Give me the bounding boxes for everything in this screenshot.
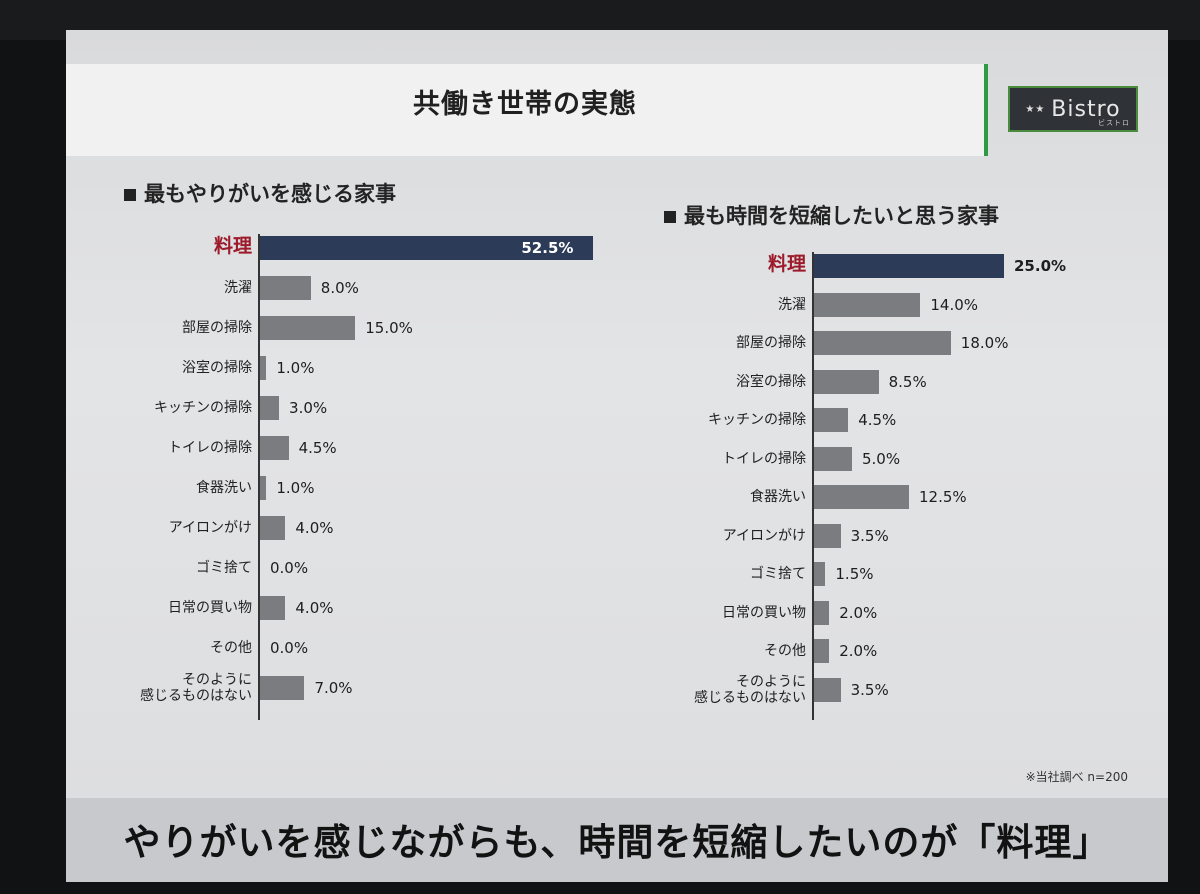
bar xyxy=(814,562,826,586)
bar xyxy=(814,446,852,471)
value-label: 8.5% xyxy=(888,372,927,391)
presentation-slide: 共働き世帯の実態 ★★ Bistro ビストロ 最もやりがいを感じる家事 最も時… xyxy=(66,30,1168,882)
bar xyxy=(260,236,594,260)
square-bullet-icon xyxy=(664,211,676,223)
bar xyxy=(814,523,841,548)
right-chart-title-text: 最も時間を短縮したいと思う家事 xyxy=(684,204,999,228)
category-label: キッチンの掃除 xyxy=(708,412,806,428)
bar xyxy=(260,356,267,380)
value-label: 15.0% xyxy=(365,319,413,337)
value-label: 7.0% xyxy=(314,679,353,697)
bar xyxy=(814,677,841,702)
category-label: トイレの掃除 xyxy=(168,440,252,456)
category-label: トイレの掃除 xyxy=(722,450,806,467)
category-label: 日常の買い物 xyxy=(722,604,806,621)
bar xyxy=(260,436,289,460)
category-label: 料理 xyxy=(767,253,806,275)
category-label: ゴミ捨て xyxy=(750,566,806,582)
value-label: 5.0% xyxy=(862,449,901,468)
logo-subtext: ビストロ xyxy=(1098,119,1130,127)
bar xyxy=(260,596,286,620)
category-label: 洗濯 xyxy=(778,296,806,313)
square-bullet-icon xyxy=(124,189,136,201)
value-label: 52.5% xyxy=(521,239,574,257)
value-label: 3.5% xyxy=(850,526,889,545)
value-label: 3.5% xyxy=(850,680,889,699)
survey-note: ※当社調べ n=200 xyxy=(1025,770,1128,784)
value-label: 1.0% xyxy=(276,359,315,377)
bar xyxy=(814,292,921,317)
slide-title: 共働き世帯の実態 xyxy=(413,89,637,120)
category-label: 部屋の掃除 xyxy=(182,320,252,336)
bottom-band xyxy=(66,798,1168,882)
value-label: 25.0% xyxy=(1014,257,1067,275)
title-band xyxy=(66,64,988,156)
category-label: 洗濯 xyxy=(224,280,252,296)
category-label: 日常の買い物 xyxy=(168,600,252,616)
value-label: 0.0% xyxy=(270,559,309,577)
right-chart-title: 最も時間を短縮したいと思う家事 xyxy=(664,200,999,230)
bar xyxy=(814,254,1004,278)
category-label: 食器洗い xyxy=(750,489,806,505)
left-chart-title-text: 最もやりがいを感じる家事 xyxy=(144,182,396,206)
bar xyxy=(814,639,830,663)
value-label: 4.5% xyxy=(298,439,337,457)
value-label: 2.0% xyxy=(839,603,878,622)
bar xyxy=(814,485,909,509)
value-label: 14.0% xyxy=(930,295,979,314)
bar xyxy=(260,276,311,300)
category-label: そのように 感じるものはない xyxy=(694,673,806,706)
value-label: 1.0% xyxy=(276,479,315,497)
value-label: 8.0% xyxy=(320,279,359,297)
category-label: 浴室の掃除 xyxy=(182,360,252,376)
value-label: 1.5% xyxy=(835,565,874,583)
bar xyxy=(814,600,830,625)
value-label: 0.0% xyxy=(270,639,309,657)
value-label: 4.0% xyxy=(295,519,334,537)
bar xyxy=(260,516,286,540)
bar xyxy=(260,676,305,700)
category-label: 部屋の掃除 xyxy=(736,335,806,351)
value-label: 2.0% xyxy=(839,642,878,660)
category-label: キッチンの掃除 xyxy=(154,400,252,416)
value-label: 12.5% xyxy=(919,488,967,506)
value-label: 4.0% xyxy=(295,599,334,617)
category-label: 浴室の掃除 xyxy=(736,373,806,390)
value-label: 3.0% xyxy=(289,399,328,417)
category-label: ゴミ捨て xyxy=(196,560,252,576)
bar xyxy=(814,408,849,432)
category-label: そのように 感じるものはない xyxy=(140,672,252,704)
bistro-logo: ★★ Bistro ビストロ xyxy=(1008,86,1138,132)
chart-axis xyxy=(812,252,814,720)
bar xyxy=(260,316,356,340)
star-icon: ★★ xyxy=(1025,103,1046,115)
category-label: アイロンがけ xyxy=(168,520,252,536)
category-label: その他 xyxy=(210,640,252,656)
category-label: アイロンがけ xyxy=(722,527,806,544)
category-label: その他 xyxy=(764,643,806,659)
bar xyxy=(814,331,951,355)
bar xyxy=(260,476,267,500)
bottom-message: やりがいを感じながらも、時間を短縮したいのが「料理」 xyxy=(123,821,1111,864)
bar xyxy=(814,369,879,394)
chart-axis xyxy=(258,234,260,720)
value-label: 4.5% xyxy=(858,411,897,429)
left-chart-title: 最もやりがいを感じる家事 xyxy=(124,178,396,208)
bar xyxy=(260,396,280,420)
value-label: 18.0% xyxy=(960,334,1009,352)
logo-text: Bistro xyxy=(1051,96,1121,122)
category-label: 料理 xyxy=(213,235,252,257)
category-label: 食器洗い xyxy=(196,480,252,496)
